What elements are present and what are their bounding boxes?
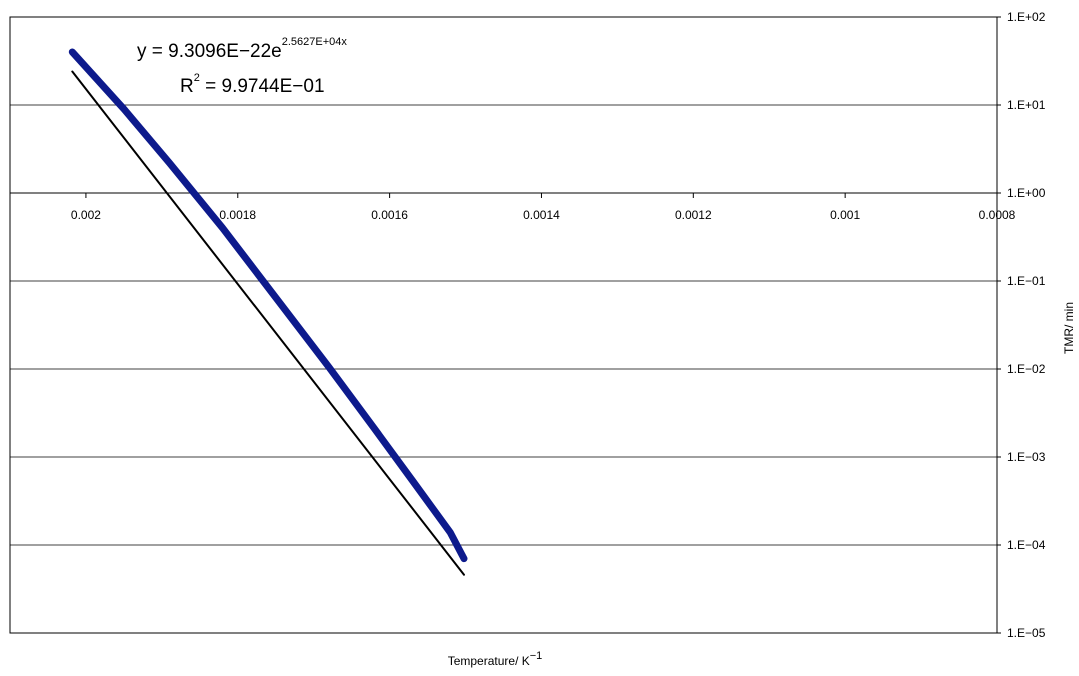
- plot-area-frame: [9, 16, 998, 634]
- x-tick-label: 0.0008: [979, 208, 1016, 222]
- grid-layer: [10, 104, 997, 546]
- r-squared-label: R2 = 9.9744E−01: [180, 72, 325, 97]
- x-tick-labels: 0.002 0.0018 0.0016 0.0014 0.0012 0.001 0.0008: [10, 192, 1016, 222]
- x-tick-label: 0.0016: [371, 208, 408, 222]
- x-axis-title-superscript: −1: [530, 650, 543, 662]
- series-layer: [68, 48, 468, 576]
- trendline-equation: y = 9.3096E−22e2.5627E+04x: [137, 36, 347, 62]
- x-tick-label: 0.0014: [523, 208, 560, 222]
- x-tick-label: 0.0012: [675, 208, 712, 222]
- data-series-line: [68, 48, 468, 563]
- r-squared-superscript: 2: [194, 72, 200, 84]
- trendline-equation-exponent: 2.5627E+04x: [282, 36, 348, 48]
- y-tick-labels: 1.E+02 1.E+01 1.E+00 1.E−01 1.E−02 1.E−03 1.E−…: [997, 10, 1046, 640]
- trendline: [71, 70, 465, 576]
- y-tick-label: 1.E−05: [1007, 626, 1046, 640]
- y-tick-label: 1.E+02: [1007, 10, 1046, 24]
- y-tick-label: 1.E−03: [1007, 450, 1046, 464]
- x-tick-label: 0.0018: [219, 208, 256, 222]
- y-axis-title: TMR/ min: [1062, 302, 1076, 354]
- y-tick-label: 1.E+00: [1007, 186, 1046, 200]
- x-tick-label: 0.001: [830, 208, 860, 222]
- y-tick-label: 1.E−04: [1007, 538, 1046, 552]
- y-tick-label: 1.E−01: [1007, 274, 1046, 288]
- x-axis-title: Temperature/ K−1: [448, 650, 543, 668]
- y-tick-label: 1.E−02: [1007, 362, 1046, 376]
- x-tick-label: 0.002: [71, 208, 101, 222]
- y-tick-label: 1.E+01: [1007, 98, 1046, 112]
